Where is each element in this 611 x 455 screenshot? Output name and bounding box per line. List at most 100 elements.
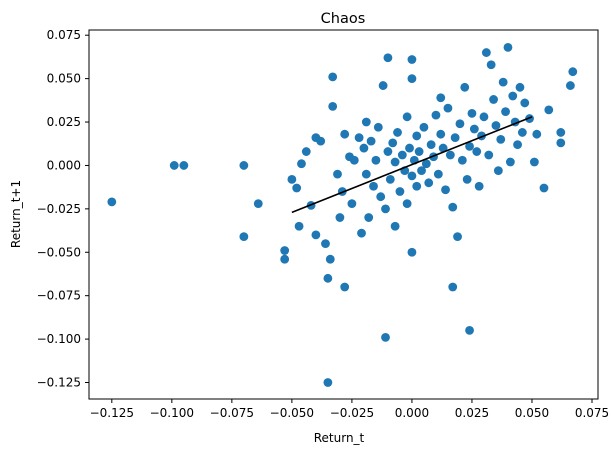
scatter-point (390, 221, 400, 231)
scatter-point (407, 247, 417, 257)
y-tick-label: −0.125 (37, 376, 81, 390)
scatter-point (517, 128, 527, 137)
scatter-point (239, 161, 249, 170)
scatter-point (457, 155, 467, 165)
scatter-point (486, 60, 496, 70)
y-tick-label: −0.050 (37, 245, 81, 259)
scatter-point (505, 157, 515, 167)
scatter-point (316, 136, 326, 146)
x-axis-label: Return_t (314, 431, 365, 445)
scatter-point (407, 55, 417, 64)
scatter-point (328, 102, 338, 111)
scatter-point (287, 174, 297, 184)
scatter-point (441, 185, 450, 195)
scatter-point (407, 74, 417, 84)
scatter-point (474, 181, 484, 191)
scatter-point (491, 121, 501, 130)
scatter-point (515, 82, 525, 92)
scatter-point (292, 183, 302, 193)
scatter-point (481, 48, 491, 57)
scatter-point (280, 254, 290, 264)
scatter-point (556, 138, 566, 148)
scatter-point (493, 166, 503, 176)
y-axis-label: Return_t+1 (9, 180, 23, 248)
scatter-point (417, 166, 426, 176)
y-tick-label: −0.075 (37, 289, 81, 303)
scatter-point (443, 103, 453, 113)
scatter-point (323, 273, 333, 283)
scatter-point (520, 98, 530, 108)
scatter-point (414, 147, 424, 156)
y-tick-label: 0.050 (47, 72, 81, 86)
scatter-point (484, 150, 494, 160)
y-tick-label: 0.075 (47, 28, 81, 42)
scatter-point (460, 82, 470, 92)
scatter-point (529, 157, 539, 167)
scatter-point (462, 174, 472, 184)
scatter-point (383, 53, 393, 63)
scatter-point (239, 232, 249, 242)
scatter-point (513, 140, 522, 150)
scatter-point (489, 95, 498, 104)
x-axis-ticks: −0.125 −0.100 −0.075 −0.050 −0.025 0.000 0.025… (90, 399, 609, 420)
scatter-point (465, 326, 474, 335)
scatter-point (436, 129, 446, 139)
scatter-point (455, 119, 465, 129)
scatter-point (390, 157, 400, 167)
x-tick-label: 0.050 (515, 406, 549, 420)
scatter-point (297, 159, 306, 169)
scatter-point (565, 81, 575, 90)
y-tick-label: 0.025 (47, 115, 81, 129)
scatter-point (532, 129, 542, 139)
scatter-point (419, 122, 429, 132)
scatter-point (407, 171, 417, 181)
scatter-point (508, 91, 518, 101)
scatter-point (333, 169, 342, 179)
scatter-point (381, 332, 390, 342)
scatter-point (253, 199, 263, 209)
scatter-point (412, 131, 422, 141)
scatter-point (366, 136, 376, 146)
scatter-point (179, 161, 189, 170)
scatter-point (393, 128, 402, 137)
scatter-point (325, 254, 335, 264)
scatter-point (369, 181, 378, 191)
scatter-point (568, 67, 578, 77)
scatter-point (450, 133, 460, 143)
scatter-point (469, 124, 479, 134)
scatter-point (412, 181, 422, 191)
scatter-point (467, 108, 477, 118)
scatter-point (402, 112, 412, 122)
scatter-point (385, 174, 395, 184)
trend-line (291, 116, 533, 214)
scatter-point (107, 197, 117, 207)
scatter-point (388, 138, 398, 148)
scatter-point (371, 155, 381, 165)
scatter-point (448, 282, 458, 292)
y-tick-label: −0.025 (37, 202, 81, 216)
scatter-point (301, 147, 311, 156)
x-tick-label: −0.125 (90, 406, 134, 420)
scatter-point (448, 202, 458, 212)
trend-layer (291, 116, 533, 214)
scatter-point (340, 282, 350, 292)
scatter-point (465, 141, 474, 151)
plot-frame (88, 29, 599, 400)
scatter-point (383, 147, 393, 156)
scatter-point (323, 378, 333, 387)
y-axis-ticks: −0.125 −0.100 −0.075 −0.050 −0.025 0.000 0.025… (37, 28, 89, 390)
scatter-point (498, 77, 508, 87)
scatter-point (397, 150, 407, 160)
x-tick-label: −0.050 (270, 406, 314, 420)
scatter-point (436, 93, 446, 103)
scatter-point (335, 213, 345, 222)
scatter-point (357, 228, 366, 238)
scatter-point (349, 155, 359, 165)
scatter-point (378, 81, 388, 90)
scatter-point (361, 169, 371, 179)
chart-title: Chaos (321, 11, 366, 27)
scatter-point (438, 143, 448, 153)
scatter-point (421, 159, 431, 169)
